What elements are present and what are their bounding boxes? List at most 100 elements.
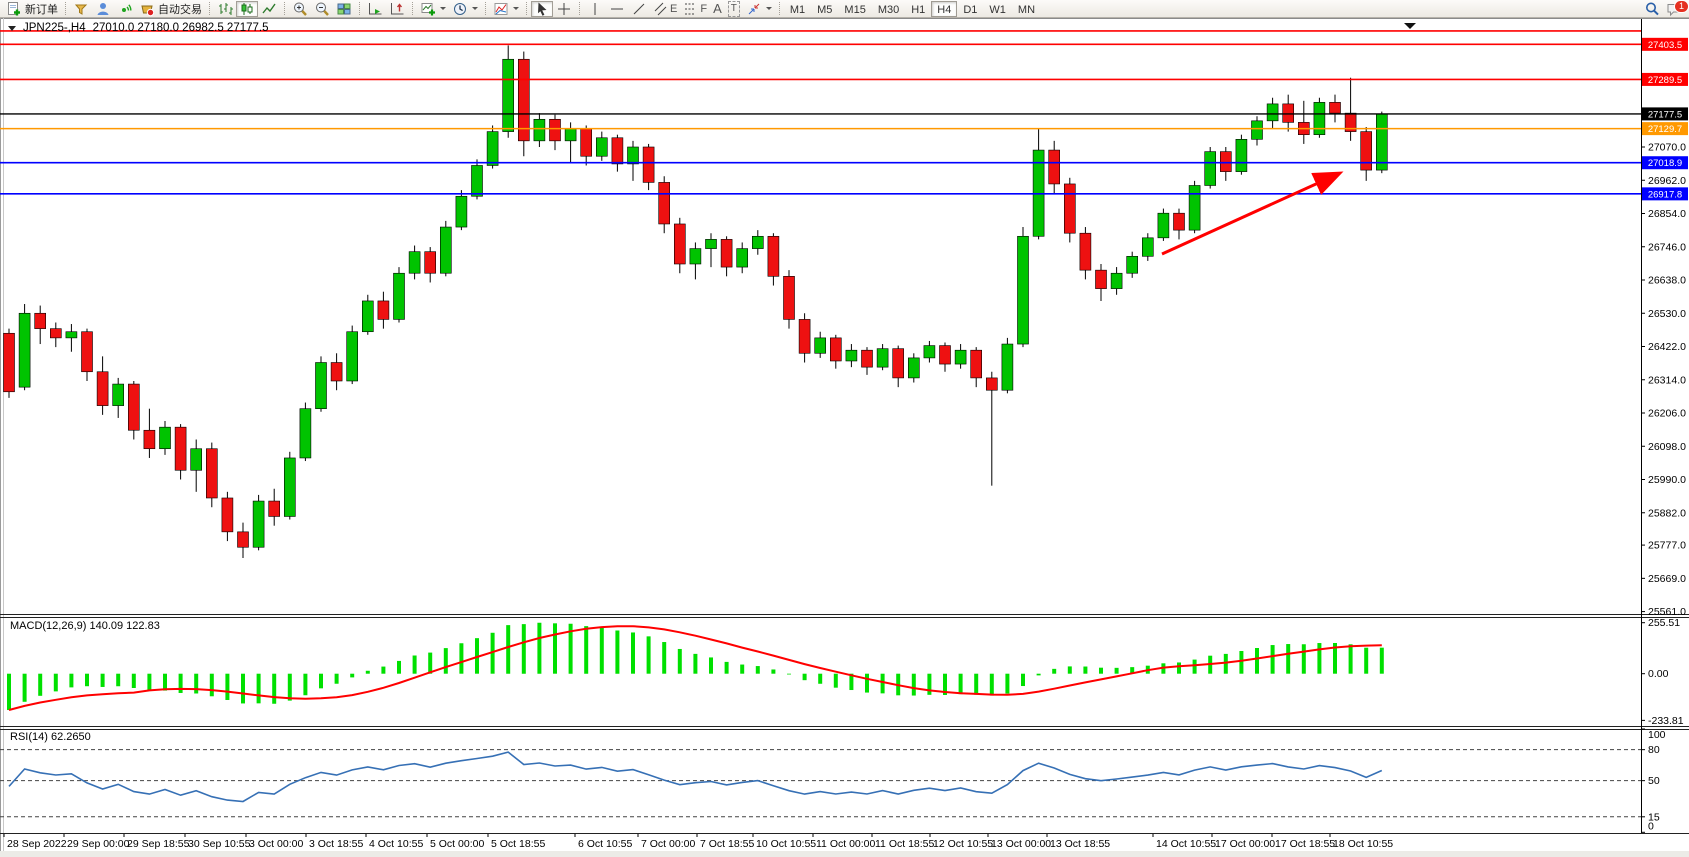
objects-button[interactable]: [743, 1, 775, 17]
new-order-button[interactable]: 新订单: [3, 1, 61, 17]
price-tick-label: 26422.0: [1648, 341, 1686, 353]
time-label: 14 Oct 10:55: [1156, 838, 1216, 850]
price-line-badge-bg: [1642, 122, 1688, 136]
period-button[interactable]: [449, 1, 481, 17]
candle-body: [1360, 131, 1372, 171]
collapse-icon[interactable]: [8, 25, 16, 31]
candle-body: [564, 128, 577, 142]
price-tick-label: 26530.0: [1648, 308, 1686, 320]
candle-body: [814, 337, 827, 354]
candle-body: [128, 383, 140, 431]
text-label-tool[interactable]: T: [725, 0, 743, 17]
trendline-tool[interactable]: [628, 1, 650, 17]
community-button[interactable]: [92, 1, 114, 17]
candle-chart-button[interactable]: [236, 0, 258, 17]
dropdown-caret-icon: [472, 7, 478, 10]
price-line-badge: 27018.9: [1648, 158, 1682, 169]
candle-body: [439, 226, 452, 274]
crosshair-tool-button[interactable]: [553, 1, 575, 17]
bar-chart-button[interactable]: [214, 1, 236, 17]
time-label: 13 Oct 00:00: [991, 838, 1051, 850]
dropdown-caret-icon: [513, 7, 519, 10]
rsi-pane: 100 80 50 150: [0, 728, 1666, 833]
price-line-badge: 27403.5: [1648, 40, 1682, 51]
candle-body: [705, 239, 717, 249]
time-label: 11 Oct 18:55: [875, 838, 935, 850]
timeframe-button-M30[interactable]: M30: [877, 3, 900, 16]
macd-signal-line: [8, 625, 1382, 711]
profiles-icon: [74, 4, 88, 15]
candle-body: [611, 137, 624, 165]
timeframe-button-H4[interactable]: H4: [931, 0, 958, 17]
auto-trading-button[interactable]: 自动交易: [136, 1, 205, 17]
candle-body: [502, 58, 515, 132]
candle-body: [517, 58, 530, 142]
time-label: 17 Oct 00:00: [1215, 838, 1275, 850]
price-tick-label: 25777.0: [1648, 540, 1686, 552]
time-label: 17 Oct 18:55: [1275, 838, 1335, 850]
window-bottom-strip: [0, 851, 1689, 857]
chart-ohlc-values: 27010.0 27180.0 26982.5 27177.5: [92, 22, 269, 34]
timeframe-button-M5[interactable]: M5: [817, 3, 833, 16]
cursor-tool-button[interactable]: [531, 0, 553, 17]
timeframe-button-W1[interactable]: W1: [989, 3, 1006, 16]
candle-body: [939, 345, 951, 365]
chart-title: JPN225-,H4 27010.0 27180.0 26982.5 27177…: [8, 22, 269, 34]
candle-body: [923, 345, 936, 359]
fibonacci-tool[interactable]: F: [680, 1, 710, 17]
timeframe-button-H1[interactable]: H1: [911, 3, 926, 16]
line-chart-button[interactable]: [258, 1, 280, 17]
zoom-out-icon: [316, 2, 329, 16]
candle-body: [1220, 151, 1232, 172]
candle-body: [954, 349, 967, 365]
time-label: 12 Oct 10:55: [933, 838, 993, 850]
tile-windows-button[interactable]: [333, 1, 355, 17]
chart-shift-button[interactable]: [386, 1, 408, 17]
candle-body: [49, 328, 62, 339]
chart-shift-icon: [391, 2, 404, 14]
time-label: 6 Oct 10:55: [578, 838, 632, 850]
auto-scroll-button[interactable]: [364, 1, 386, 17]
indicators-button[interactable]: [490, 1, 522, 17]
toolbar-separator: [485, 2, 486, 15]
candle-body: [1126, 255, 1138, 274]
chart-shift-marker: [1404, 23, 1416, 29]
rsi-line: [8, 751, 1383, 803]
timeframe-button-M1[interactable]: M1: [789, 3, 806, 16]
price-tick-label: 26962.0: [1648, 175, 1686, 187]
rsi-axis-label: 80: [1648, 744, 1660, 756]
timeframe-button-M15[interactable]: M15: [844, 3, 866, 16]
candle-chart-icon: [241, 2, 253, 15]
zoom-out-button[interactable]: [311, 1, 333, 17]
timeframe-button-MN[interactable]: MN: [1017, 3, 1036, 16]
channel-tool[interactable]: E: [650, 1, 680, 17]
zoom-in-button[interactable]: [289, 1, 311, 17]
time-label: 5 Oct 18:55: [491, 838, 545, 850]
new-chart-button[interactable]: [417, 1, 449, 17]
channel-letter: E: [670, 2, 678, 15]
signals-button[interactable]: [114, 1, 136, 17]
candle-body: [1157, 212, 1170, 239]
horizontal-line-tool[interactable]: [606, 1, 628, 17]
horizontal-line-icon: [611, 8, 623, 9]
candle-body: [221, 497, 234, 533]
candle-body: [377, 300, 390, 320]
new-order-label: 新订单: [25, 3, 58, 16]
chart-profiles-button[interactable]: [70, 1, 92, 17]
search-button[interactable]: [1641, 1, 1663, 17]
rsi-axis-label: 15: [1648, 811, 1660, 823]
candle-body: [455, 195, 468, 228]
candle-body: [486, 131, 499, 166]
price-tick-label: 26638.0: [1648, 275, 1686, 287]
text-tool[interactable]: A: [710, 1, 725, 17]
candle-body: [424, 251, 437, 274]
candlesticks: [3, 45, 1388, 559]
timeframe-button-D1[interactable]: D1: [963, 3, 978, 16]
main-toolbar: 新订单 自动交易: [0, 0, 1689, 18]
vertical-line-tool[interactable]: [584, 1, 606, 17]
candle-body: [767, 235, 780, 277]
time-label: 28 Sep 2022: [7, 838, 67, 850]
time-label: 29 Sep 00:00: [67, 838, 130, 850]
chat-button[interactable]: 1: [1663, 0, 1689, 17]
